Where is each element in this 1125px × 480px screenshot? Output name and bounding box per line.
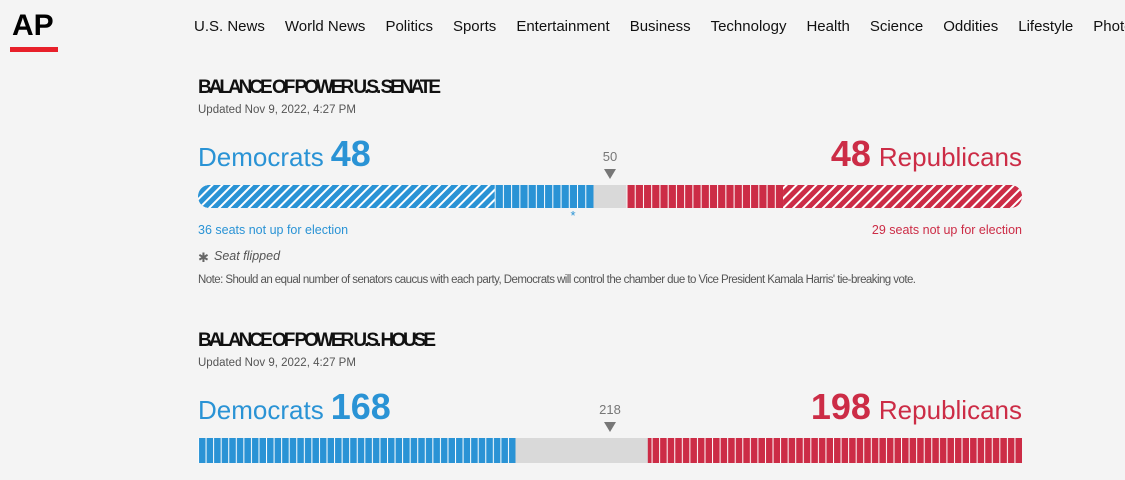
nav-link[interactable]: U.S. News <box>194 18 265 35</box>
rep-not-up <box>783 185 1022 208</box>
nav-link[interactable]: Politics <box>385 18 433 35</box>
seat-count: 198 <box>811 386 871 427</box>
dem-bar <box>198 438 516 463</box>
nav-link[interactable]: Health <box>806 18 849 35</box>
nav-link[interactable]: Business <box>630 18 691 35</box>
flipped-marker: * <box>570 208 575 223</box>
majority-label: 218 <box>599 402 621 417</box>
flipped-icon: ✱ <box>198 250 209 265</box>
updated: Updated Nov 9, 2022, 4:27 PM <box>198 357 356 369</box>
seat-count: 48 <box>831 133 871 174</box>
majority-marker <box>604 169 616 179</box>
bar <box>198 438 1022 463</box>
dem-not-up <box>198 185 495 208</box>
section-title: BALANCE OF POWER U.S. HOUSE <box>198 330 436 351</box>
party-label: Democrats <box>198 395 324 425</box>
nav-link[interactable]: Lifestyle <box>1018 18 1073 35</box>
seat-count: 48 <box>331 133 371 174</box>
logo[interactable]: AP <box>12 9 54 42</box>
seat-count: 168 <box>331 386 391 427</box>
nav-link[interactable]: Technology <box>711 18 787 35</box>
logo-underline <box>10 47 58 52</box>
party-label: Republicans <box>879 395 1022 425</box>
nav-link[interactable]: Science <box>870 18 923 35</box>
nav-link[interactable]: Photography <box>1093 18 1125 35</box>
updated: Updated Nov 9, 2022, 4:27 PM <box>198 104 356 116</box>
not-up-label: 29 seats not up for election <box>872 223 1022 237</box>
nav-link[interactable]: Entertainment <box>516 18 610 35</box>
nav-link[interactable]: Oddities <box>943 18 998 35</box>
nav-link[interactable]: World News <box>285 18 366 35</box>
note: Note: Should an equal number of senators… <box>198 274 916 286</box>
party-label: Democrats <box>198 142 324 172</box>
not-up-label: 36 seats not up for election <box>198 223 348 237</box>
rep-bar <box>647 438 1022 463</box>
bar <box>198 185 1022 208</box>
majority-label: 50 <box>603 149 617 164</box>
party-label: Republicans <box>879 142 1022 172</box>
flipped-legend: Seat flipped <box>214 249 281 263</box>
majority-marker <box>604 422 616 432</box>
section-title: BALANCE OF POWER U.S. SENATE <box>198 77 441 98</box>
nav-link[interactable]: Sports <box>453 18 496 35</box>
